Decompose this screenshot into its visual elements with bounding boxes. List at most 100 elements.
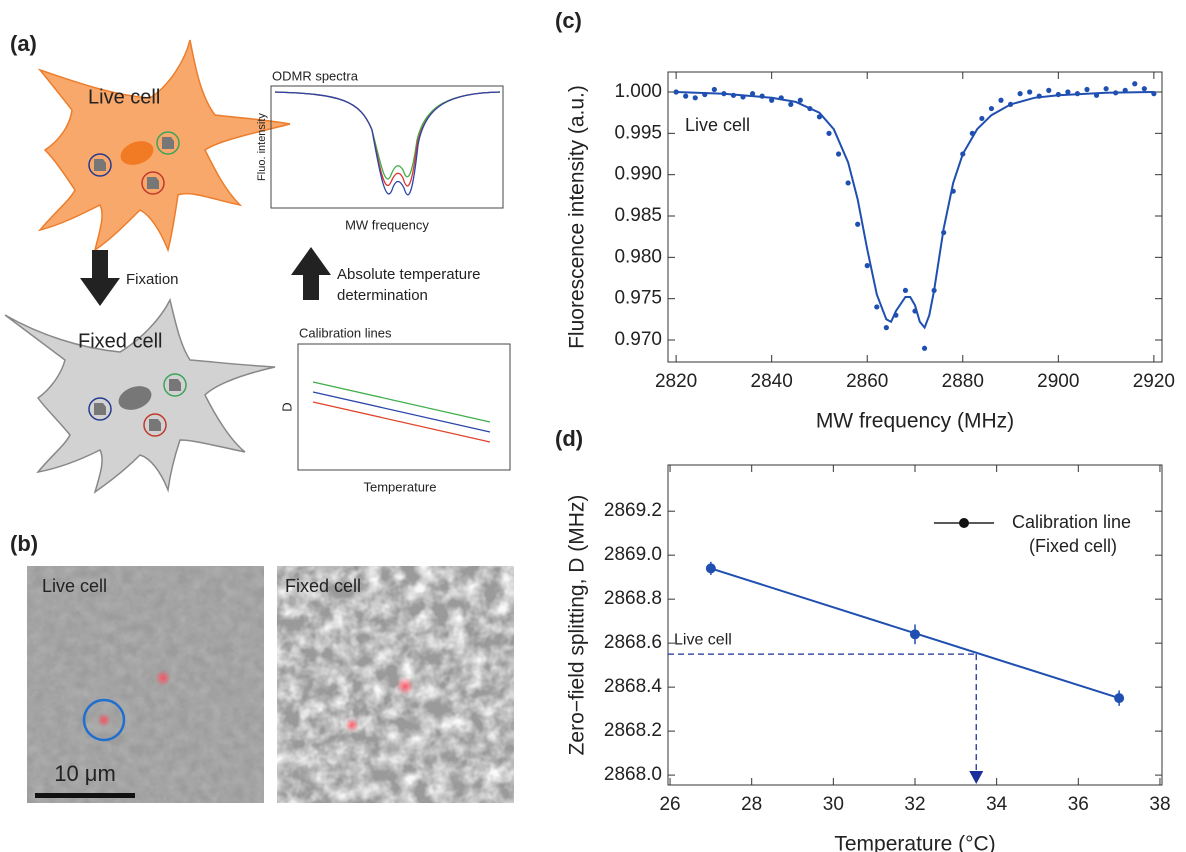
data-point: [855, 221, 861, 227]
inset-line: [312, 381, 491, 423]
scale-label: 10 μm: [54, 761, 116, 786]
y-tick-label: 0.975: [614, 288, 662, 309]
data-point: [864, 263, 870, 269]
data-point: [1017, 91, 1023, 97]
data-point: [912, 308, 918, 314]
image-label: Fixed cell: [285, 576, 361, 596]
annotation-label: Live cell: [674, 631, 732, 648]
data-point: [1113, 90, 1119, 96]
red-spot: [155, 670, 171, 686]
data-point: [1132, 81, 1138, 87]
data-point: [1007, 101, 1014, 108]
x-tick-label: 2840: [751, 371, 793, 392]
data-point: [692, 95, 698, 101]
nd-circle: [163, 373, 187, 397]
data-point: [730, 92, 737, 98]
y-tick-label: 2869.2: [604, 500, 662, 521]
data-point: [769, 97, 775, 103]
data-point: [969, 130, 975, 136]
nd-circle: [88, 397, 112, 421]
data-point: [721, 91, 727, 97]
nd-circle: [143, 413, 167, 437]
inset-xlabel: MW frequency: [345, 217, 429, 232]
data-point: [1055, 91, 1061, 98]
nd: [147, 177, 159, 189]
arrow-label: Absolute temperature: [337, 266, 480, 283]
y-axis-title: Fluorescence intensity (a.u.): [566, 85, 589, 349]
panel-label: (c): [555, 8, 582, 33]
arrow-down: [80, 250, 120, 306]
data-point: [883, 325, 889, 331]
inset-line: [312, 391, 491, 433]
y-tick-label: 0.985: [614, 205, 662, 226]
panel-label: (d): [555, 426, 583, 451]
inset-title: Calibration lines: [299, 325, 392, 340]
image-label: Live cell: [42, 576, 107, 596]
data-point: [749, 91, 756, 97]
y-tick-label: 2868.8: [604, 588, 662, 609]
legend-label: Calibration line: [1012, 512, 1131, 532]
data-point: [910, 629, 920, 640]
y-tick-label: 2868.6: [604, 632, 662, 653]
y-tick-label: 0.995: [614, 122, 662, 143]
nucleus: [118, 386, 152, 410]
data-point: [1027, 89, 1033, 95]
y-tick-label: 2869.0: [604, 544, 662, 565]
data-point: [845, 180, 851, 186]
x-tick-label: 32: [904, 794, 925, 815]
nd-circle: [141, 171, 165, 195]
y-tick-label: 2868.0: [604, 764, 662, 785]
micrograph-texture: [277, 566, 514, 803]
data-point: [826, 130, 832, 136]
data-point: [931, 287, 937, 294]
red-spot: [97, 713, 111, 727]
data-point: [702, 91, 708, 98]
inset-ylabel: Fluo. intensity: [256, 113, 268, 181]
data-point: [1103, 86, 1109, 92]
panel-label: (a): [10, 31, 37, 56]
inset-curve: [274, 91, 501, 196]
data-point: [1046, 87, 1052, 93]
inset-line: [312, 401, 491, 443]
x-tick-label: 2860: [846, 371, 888, 392]
annotation-arrow: [969, 771, 984, 784]
y-tick-label: 0.970: [614, 329, 662, 350]
x-tick-label: 30: [823, 794, 844, 815]
data-point: [960, 151, 966, 157]
data-point: [988, 105, 995, 112]
data-point: [1122, 87, 1128, 93]
inset-curve: [274, 91, 501, 180]
data-point: [1084, 86, 1090, 93]
data-point: [1141, 86, 1147, 92]
x-tick-label: 26: [659, 794, 680, 815]
nd: [94, 159, 106, 171]
panel-a: (a) Live cell Fixation Fixed cell ODMR s…: [4, 31, 511, 494]
data-point: [998, 97, 1004, 103]
red-spot: [396, 677, 414, 695]
data-point: [1036, 93, 1042, 99]
fit-line: [676, 91, 1154, 330]
y-tick-label: 1.000: [614, 81, 662, 102]
data-point: [950, 188, 956, 194]
data-point: [788, 101, 794, 108]
nd: [94, 403, 106, 415]
data-point: [705, 563, 716, 574]
inset-frame: [297, 343, 511, 471]
nd: [162, 137, 174, 149]
x-tick-label: 36: [1068, 794, 1089, 815]
arrow-up: [291, 247, 331, 300]
y-tick-label: 0.990: [614, 164, 662, 185]
data-point: [1093, 92, 1100, 98]
x-tick-label: 34: [986, 794, 1008, 815]
x-tick-label: 38: [1149, 794, 1170, 815]
y-tick-label: 2868.4: [604, 676, 663, 697]
data-point: [902, 287, 909, 294]
data-point: [1074, 91, 1081, 97]
data-point: [740, 94, 746, 100]
panel-label: (b): [10, 531, 38, 556]
nd: [169, 379, 181, 391]
red-spot: [345, 718, 359, 732]
inset-xlabel: Temperature: [364, 479, 437, 494]
legend-label: (Fixed cell): [1029, 536, 1117, 556]
data-point: [1065, 89, 1071, 95]
